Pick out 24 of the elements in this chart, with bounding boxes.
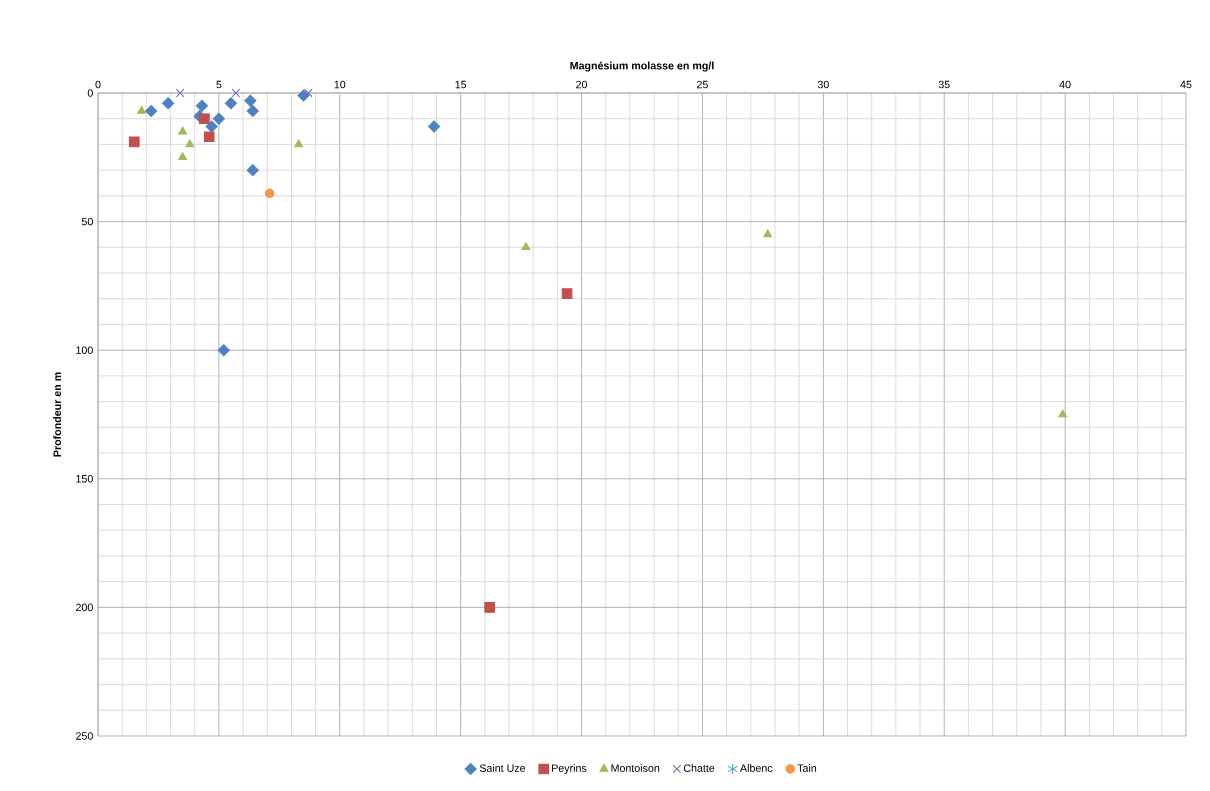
y-tick-label: 100: [76, 346, 93, 354]
y-axis-title: Profondeur en m: [53, 372, 62, 457]
x-tick-label: 30: [817, 80, 829, 89]
x-tick-label: 20: [576, 80, 588, 89]
legend-label: Chatte: [683, 764, 715, 772]
y-tick-label: 150: [76, 475, 93, 483]
x-tick-label: 45: [1180, 80, 1192, 89]
x-tick-label: 25: [697, 80, 708, 89]
x-tick-label: 35: [938, 80, 950, 89]
legend-label: Peyrins: [552, 764, 587, 775]
x-tick-label: 15: [455, 80, 467, 89]
y-tick-label: 0: [87, 89, 93, 97]
legend-label: Tain: [797, 764, 817, 772]
x-axis-title: Magnésium molasse en mg/l: [570, 61, 714, 72]
legend-label: Montoison: [611, 764, 660, 772]
y-tick-label: 250: [76, 732, 93, 740]
y-tick-label: 200: [76, 603, 93, 612]
y-tick-label: 50: [81, 217, 93, 226]
legend-label: Saint Uze: [479, 764, 526, 772]
x-tick-label: 5: [216, 80, 222, 89]
x-tick-label: 0: [95, 80, 101, 89]
x-tick-label: 10: [334, 80, 346, 89]
x-tick-label: 40: [1059, 80, 1071, 89]
legend-label: Albenc: [740, 764, 773, 772]
